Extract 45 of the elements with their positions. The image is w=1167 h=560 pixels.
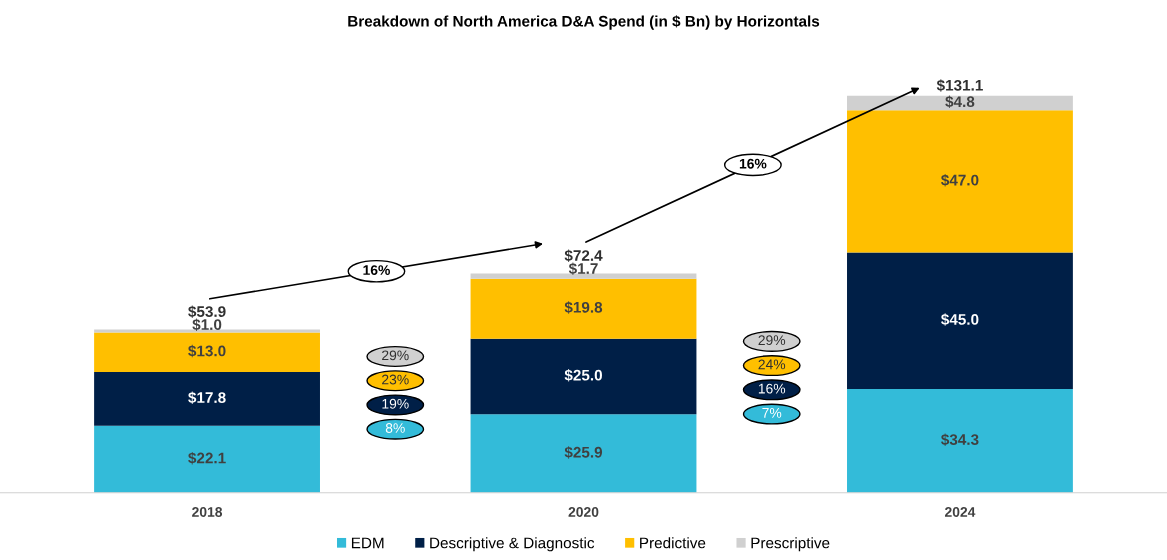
legend-label: Predictive [640,537,706,549]
bar [94,332,320,372]
bar [94,329,320,333]
bar [94,371,320,426]
data-label: $13.0 [188,344,226,358]
bar [470,414,697,493]
annotation: 16% [363,265,390,275]
bar [847,110,1073,253]
data-label: $17.8 [188,391,226,404]
annotation: 23% [382,374,409,385]
legend-label: Descriptive & Diagnostic [430,537,595,552]
bar [94,425,320,493]
annotation: 16% [739,158,767,169]
annotation: 19% [382,398,409,409]
bar [847,252,1073,389]
bar [470,338,697,415]
data-label: $25.9 [564,446,603,459]
bar [847,95,1073,111]
data-label: $34.3 [941,433,979,446]
annotation: 29% [382,350,409,361]
annotation: 16% [758,383,786,394]
data-label: $1.0 [192,318,222,331]
data-label: $1.7 [568,262,598,275]
x-tick-label: 2024 [944,507,976,517]
data-label: $47.0 [941,174,979,187]
total-label: $72.4 [564,249,603,262]
x-tick-label: 2020 [568,507,599,517]
bar [470,273,697,279]
bar [847,388,1073,493]
chart-title: Breakdown of North America D&A Spend (in $ Bn) by Horizontals [348,15,820,30]
legend-label: EDM [351,537,384,549]
annotation: 29% [758,335,786,346]
x-tick-label: 2018 [192,507,223,517]
bar [470,278,697,339]
total-label: $131.1 [936,79,983,92]
data-label: $25.0 [564,369,602,382]
annotation: 8% [385,423,405,433]
legend-label: Prescriptive [751,537,830,552]
annotation: 7% [762,408,782,418]
data-label: $4.8 [945,95,975,109]
data-label: $45.0 [941,313,979,326]
total-label: $53.9 [188,305,226,318]
data-label: $19.8 [564,301,603,314]
annotation: 24% [758,359,786,370]
data-label: $22.1 [188,451,226,465]
